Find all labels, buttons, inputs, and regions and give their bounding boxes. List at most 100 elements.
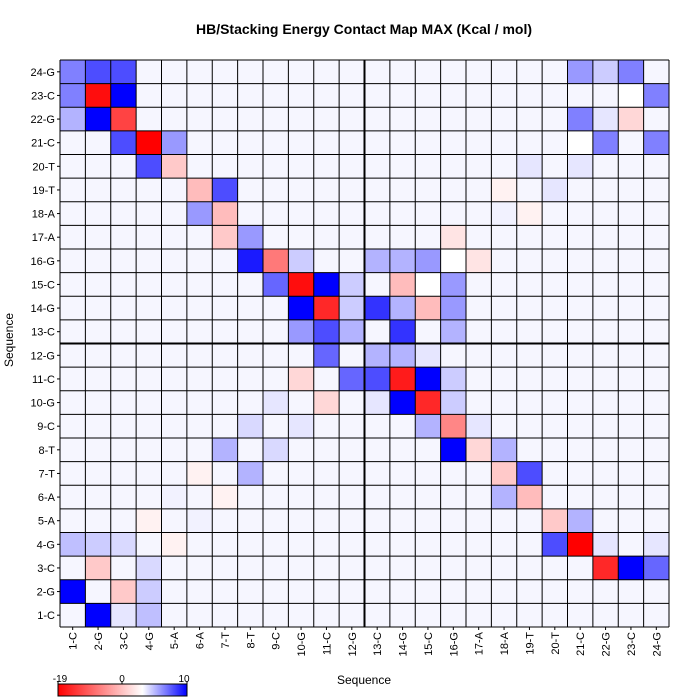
y-tick-label: 4-G bbox=[37, 539, 55, 551]
x-tick-label: 4-G bbox=[144, 632, 156, 650]
heatmap-cell bbox=[85, 603, 111, 628]
x-tick-label: 7-T bbox=[220, 632, 232, 649]
y-tick-label: 24-G bbox=[31, 67, 55, 79]
heatmap-cell bbox=[440, 319, 467, 344]
x-tick-label: 13-C bbox=[372, 632, 384, 656]
heatmap-cell bbox=[85, 60, 111, 84]
heatmap-cell bbox=[186, 178, 213, 202]
heatmap-cell bbox=[415, 249, 441, 273]
heatmap-cell bbox=[643, 556, 670, 580]
heatmap-cell bbox=[136, 603, 162, 628]
heatmap-cell bbox=[288, 319, 314, 344]
x-tick-label: 9-C bbox=[271, 632, 283, 650]
heatmap-cell bbox=[567, 154, 593, 179]
heatmap-cell bbox=[440, 438, 467, 462]
x-tick-label: 18-A bbox=[499, 631, 511, 655]
colorbar: -19 0 10 bbox=[53, 674, 190, 697]
y-tick-label: 19-T bbox=[32, 185, 55, 197]
colorbar-max-label: 10 bbox=[178, 674, 190, 685]
x-tick-label: 23-C bbox=[626, 632, 638, 656]
heatmap-cell bbox=[618, 556, 644, 580]
heatmap-cell bbox=[389, 272, 416, 297]
colorbar-zero-label: 0 bbox=[119, 674, 125, 685]
heatmap-cell bbox=[237, 249, 264, 273]
heatmap-cell bbox=[415, 272, 441, 297]
heatmap-cell bbox=[389, 367, 416, 391]
x-tick-label: 14-G bbox=[398, 632, 410, 656]
y-tick-label: 9-C bbox=[37, 421, 55, 433]
heatmap-cell bbox=[491, 461, 517, 486]
y-axis-tick-labels: 1-C 2-G 3-C 4-G 5-A 6-A 7-T 8-T 9-C 10-G 11-C 12-G 1… bbox=[31, 67, 60, 622]
heatmap-cell bbox=[618, 83, 644, 108]
y-tick-label: 6-A bbox=[38, 492, 56, 504]
heatmap-cell bbox=[288, 414, 314, 439]
heatmap-cell bbox=[110, 107, 137, 131]
colorbar-gradient bbox=[57, 683, 188, 697]
heatmap-cell bbox=[212, 485, 238, 509]
heatmap-cell bbox=[161, 154, 187, 179]
x-tick-label: 3-C bbox=[118, 632, 130, 650]
x-axis-label: Sequence bbox=[337, 673, 391, 687]
heatmap-cell bbox=[364, 249, 390, 273]
heatmap-cell bbox=[567, 60, 593, 84]
heatmap-cell bbox=[491, 178, 517, 202]
x-tick-label: 21-C bbox=[575, 632, 587, 656]
heatmap-cell bbox=[161, 532, 187, 557]
heatmap-cell bbox=[136, 579, 162, 604]
heatmap-cell bbox=[440, 272, 467, 297]
y-tick-label: 14-G bbox=[31, 303, 55, 315]
heatmap-cell bbox=[491, 201, 517, 226]
heatmap-cell bbox=[110, 60, 137, 84]
heatmap-cell bbox=[618, 107, 644, 131]
heatmap-cell bbox=[110, 579, 137, 604]
heatmap-cell bbox=[389, 249, 416, 273]
heatmap-cell bbox=[60, 83, 86, 108]
y-tick-label: 5-A bbox=[38, 516, 56, 528]
heatmap-cell bbox=[542, 532, 568, 557]
heatmap-cell bbox=[136, 556, 162, 580]
heatmap-cell bbox=[60, 107, 86, 131]
heatmap-cell bbox=[212, 225, 238, 250]
heatmap-cell bbox=[237, 414, 264, 439]
heatmap-cell bbox=[339, 272, 365, 297]
x-tick-label: 10-G bbox=[296, 632, 308, 656]
heatmap-cell bbox=[161, 130, 187, 155]
heatmap-cell bbox=[313, 319, 340, 344]
heatmap-cell bbox=[592, 107, 619, 131]
heatmap-cell bbox=[263, 390, 289, 415]
heatmap-cell bbox=[212, 201, 238, 226]
y-tick-label: 22-G bbox=[31, 114, 55, 126]
heatmap-cell bbox=[339, 319, 365, 344]
x-tick-label: 8-T bbox=[245, 632, 257, 649]
heatmap-cell bbox=[440, 249, 467, 273]
heatmap-cell bbox=[415, 414, 441, 439]
heatmap-cell bbox=[364, 296, 390, 320]
x-tick-label: 11-C bbox=[321, 632, 333, 655]
heatmap-cell bbox=[516, 201, 543, 226]
heatmap-cell bbox=[592, 130, 619, 155]
y-axis-label: Sequence bbox=[2, 313, 16, 367]
y-tick-label: 7-T bbox=[39, 468, 56, 480]
heatmap-cell bbox=[110, 603, 137, 628]
chart-title: HB/Stacking Energy Contact Map MAX (Kcal… bbox=[196, 21, 532, 37]
heatmap-cell bbox=[288, 296, 314, 320]
y-tick-label: 3-C bbox=[37, 563, 55, 575]
heatmap-cell bbox=[643, 532, 670, 557]
heatmap-cell bbox=[263, 249, 289, 273]
heatmap-cell bbox=[415, 343, 441, 368]
x-tick-label: 17-A bbox=[474, 631, 486, 655]
x-axis-tick-labels: 1-C 2-G 3-C 4-G 5-A 6-A 7-T 8-T 9-C 10-G 11-C 12-G 1… bbox=[68, 627, 663, 656]
heatmap-cell bbox=[212, 438, 238, 462]
heatmap-cell bbox=[440, 296, 467, 320]
heatmap-cell bbox=[339, 367, 365, 391]
heatmap-cell bbox=[440, 225, 467, 250]
y-tick-label: 12-G bbox=[31, 350, 55, 362]
x-tick-label: 6-A bbox=[195, 631, 207, 649]
heatmap-cell bbox=[440, 367, 467, 391]
y-tick-label: 10-G bbox=[31, 398, 55, 410]
heatmap-cell bbox=[567, 532, 593, 557]
heatmap-cell bbox=[288, 367, 314, 391]
heatmap-cell bbox=[592, 532, 619, 557]
heatmap-cell bbox=[60, 532, 86, 557]
